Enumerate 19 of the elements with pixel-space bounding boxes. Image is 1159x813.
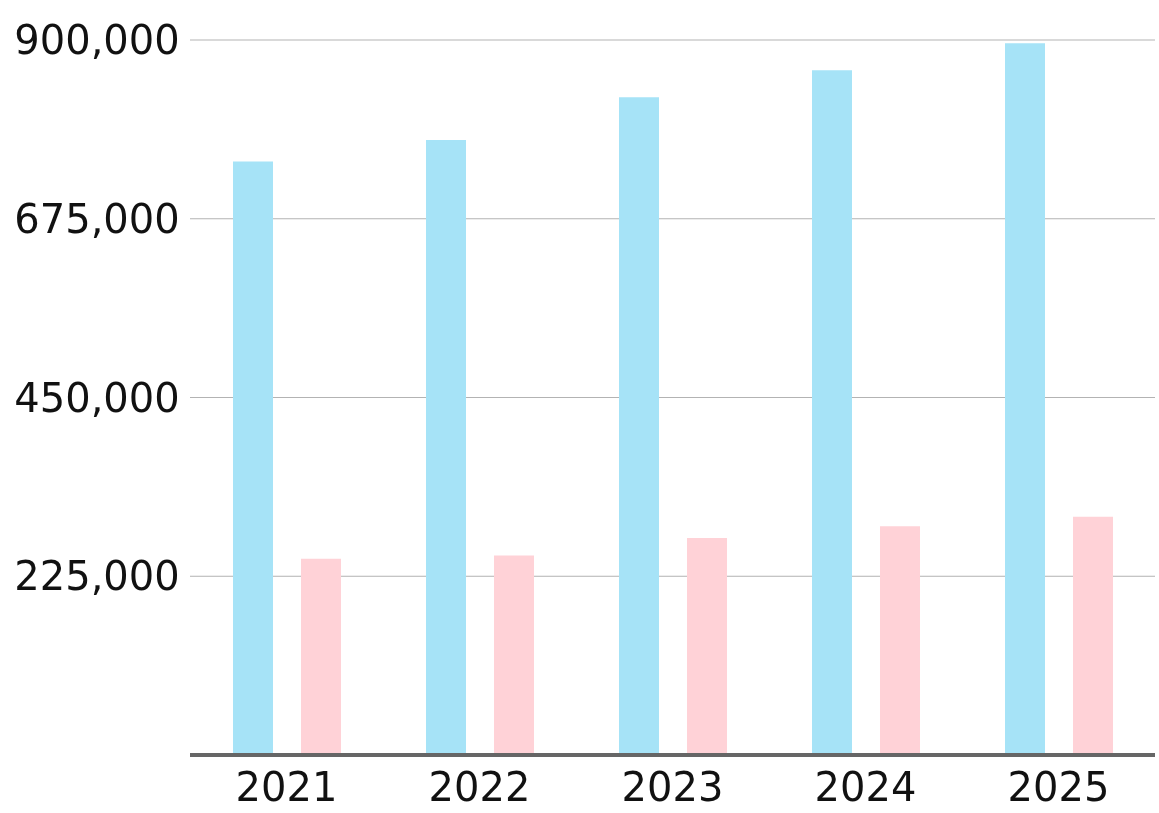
y-tick-label: 900,000 <box>14 17 180 64</box>
bar <box>301 558 341 755</box>
bar <box>1005 43 1045 755</box>
bar <box>233 161 273 755</box>
y-tick-label: 225,000 <box>14 553 180 600</box>
x-tick-label: 2024 <box>814 764 917 811</box>
x-tick-label: 2021 <box>235 764 338 811</box>
x-tick-label: 2025 <box>1007 764 1110 811</box>
bar <box>1073 516 1113 755</box>
bar <box>426 140 466 755</box>
bar <box>687 538 727 755</box>
bar <box>494 555 534 755</box>
bar <box>812 70 852 755</box>
y-tick-label: 675,000 <box>14 195 180 242</box>
y-tick-label: 450,000 <box>14 374 180 421</box>
bar <box>619 97 659 755</box>
bar <box>880 526 920 755</box>
x-tick-label: 2023 <box>621 764 724 811</box>
x-tick-label: 2022 <box>428 764 531 811</box>
